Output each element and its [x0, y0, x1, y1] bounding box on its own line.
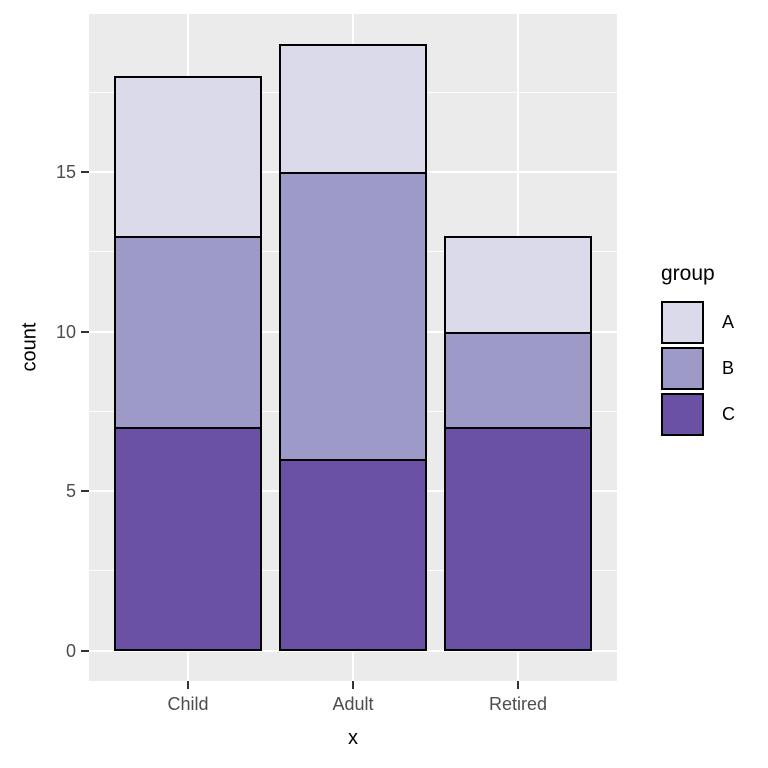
y-tick-mark: [81, 649, 89, 652]
bar-segment-retired-c: [443, 427, 593, 651]
bar-segment-adult-b: [278, 171, 428, 462]
legend-swatch-c: [661, 393, 704, 436]
y-tick-mark: [81, 490, 89, 493]
bar-segment-child-b: [113, 235, 263, 430]
legend-title: group: [661, 262, 715, 285]
legend-swatch-a: [661, 301, 704, 344]
x-tick-mark: [187, 681, 189, 689]
x-tick-label: Child: [167, 694, 209, 714]
y-tick-label: 15: [55, 161, 76, 182]
y-tick-label: 5: [65, 481, 76, 502]
legend-entry: C: [661, 393, 735, 436]
legend-swatch-b: [661, 347, 704, 390]
legend-entry-label: A: [722, 312, 735, 332]
bar-segment-adult-c: [278, 459, 428, 651]
plot-panel: [89, 14, 617, 681]
bar-segment-child-c: [113, 427, 263, 651]
legend-entry-label: B: [722, 358, 735, 378]
y-tick-label: 0: [65, 640, 76, 661]
x-tick-mark: [517, 681, 519, 689]
x-tick-label: Retired: [488, 694, 548, 714]
y-tick-label: 10: [55, 321, 76, 342]
legend-entry-label: C: [722, 404, 735, 424]
bar-segment-retired-a: [443, 235, 593, 334]
legend-entry: B: [661, 347, 735, 390]
x-tick-mark: [352, 681, 354, 689]
legend-entry: A: [661, 301, 735, 344]
x-axis-title: x: [348, 727, 358, 749]
bar-segment-retired-b: [443, 331, 593, 430]
legend-entries: A B C: [661, 301, 735, 436]
x-tick-label: Adult: [332, 694, 374, 714]
y-tick-mark: [81, 170, 89, 173]
y-tick-mark: [81, 330, 89, 333]
bar-segment-child-a: [113, 76, 263, 238]
bar-segment-adult-a: [278, 44, 428, 174]
legend: group A B C: [661, 260, 735, 439]
